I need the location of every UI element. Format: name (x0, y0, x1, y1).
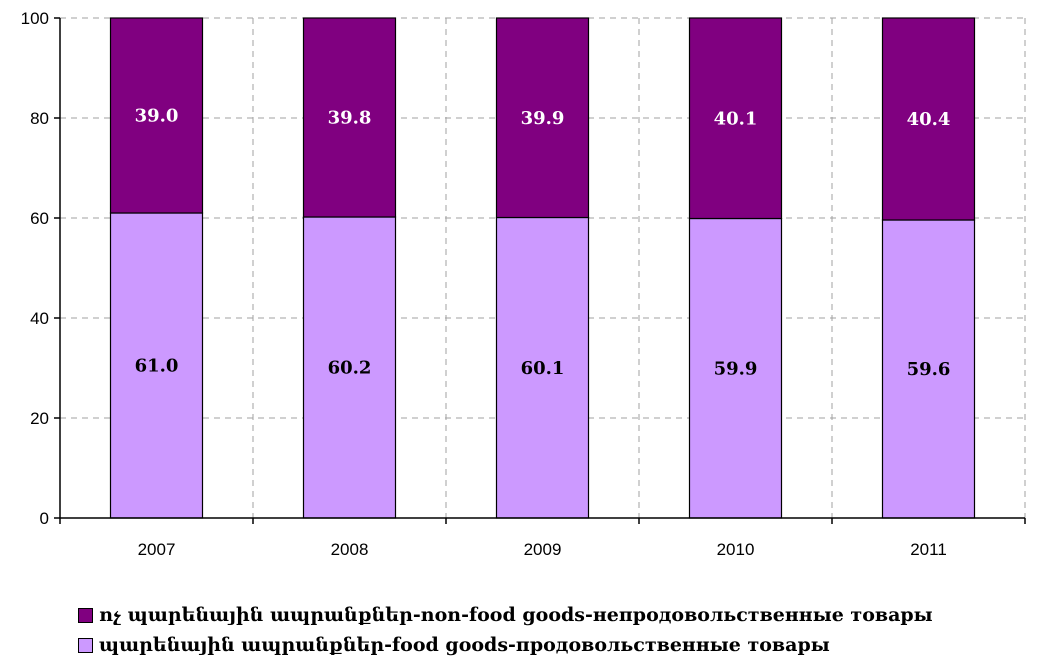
y-tick-label: 80 (30, 109, 49, 128)
x-tick-label: 2011 (910, 540, 947, 559)
bar-food (688, 217, 783, 519)
bar-nonfood (688, 17, 783, 220)
bar-nonfood (109, 17, 204, 214)
x-tick-label: 2008 (331, 540, 369, 559)
bar-nonfood (881, 17, 976, 221)
data-label-nonfood: 39.8 (328, 108, 372, 129)
y-tick-label: 20 (30, 409, 49, 428)
bar-food (302, 216, 397, 519)
y-tick-label: 0 (40, 509, 49, 528)
data-label-food: 60.2 (328, 358, 372, 379)
legend-item-food: պարենային ապրանքներ-food goods-продоволь… (78, 630, 933, 660)
stacked-bar-chart: 61.0 39.0 2007 60.2 39.8 2008 60.1 39.9 2009 59.9… (21, 9, 1026, 559)
y-tick-label: 60 (30, 209, 49, 228)
bar-nonfood (495, 17, 590, 219)
data-label-nonfood: 39.9 (521, 108, 565, 129)
bar-food (881, 219, 976, 519)
data-label-food: 60.1 (521, 358, 565, 379)
legend-swatch-food (78, 637, 93, 653)
legend-label-food: պարենային ապրանքներ-food goods-продоволь… (99, 634, 830, 656)
x-tick-label: 2007 (138, 540, 176, 559)
legend: ոչ պարենային ապրանքներ-non-food goods-не… (78, 600, 933, 660)
x-tick-label: 2009 (524, 540, 562, 559)
data-label-nonfood: 40.1 (714, 108, 758, 129)
data-label-nonfood: 40.4 (907, 109, 951, 130)
legend-item-nonfood: ոչ պարենային ապրանքներ-non-food goods-не… (78, 600, 933, 630)
y-tick-label: 100 (21, 9, 49, 28)
x-tick-label: 2010 (717, 540, 755, 559)
y-tick-label: 40 (30, 309, 49, 328)
bar-food (109, 212, 204, 519)
data-label-food: 59.9 (714, 358, 758, 379)
legend-swatch-nonfood (78, 607, 93, 623)
bar-nonfood (302, 17, 397, 218)
data-label-food: 61.0 (135, 356, 179, 377)
data-label-food: 59.6 (907, 359, 951, 380)
legend-label-nonfood: ոչ պարենային ապրանքներ-non-food goods-не… (99, 604, 933, 626)
data-label-nonfood: 39.0 (135, 106, 179, 127)
